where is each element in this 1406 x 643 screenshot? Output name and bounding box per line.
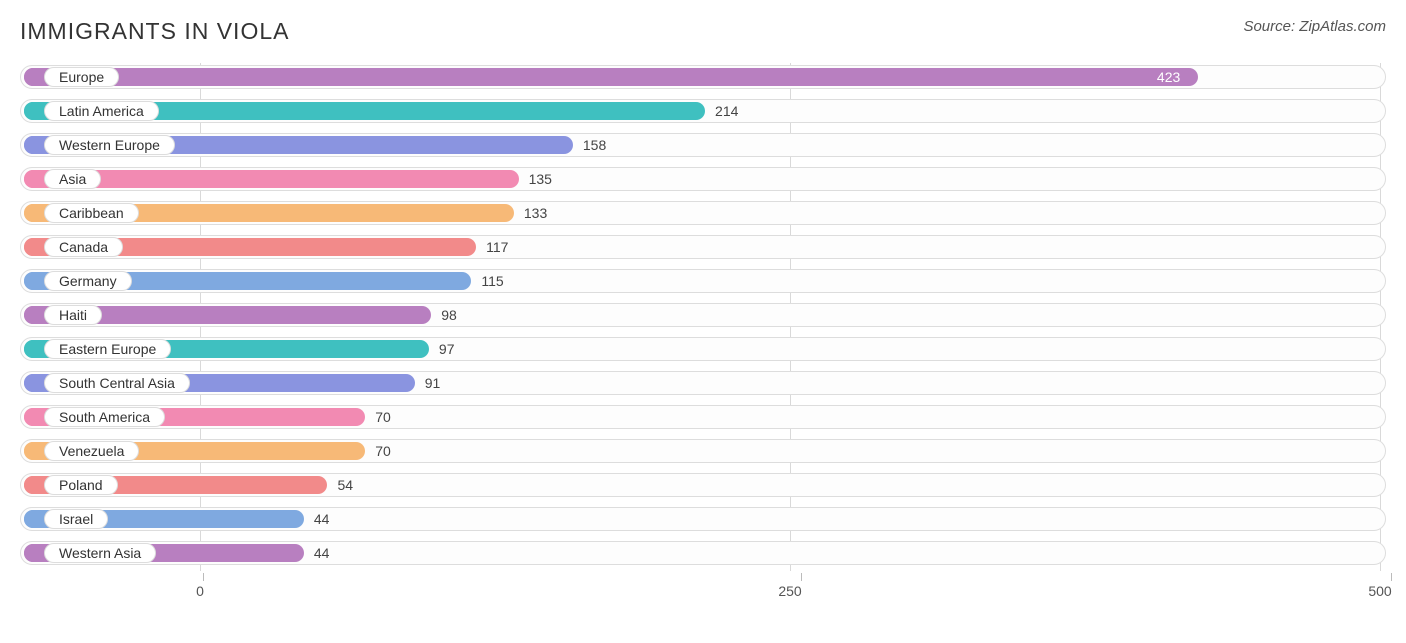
bar-value: 91 [415, 369, 441, 397]
category-label: Germany [44, 271, 132, 291]
bar-value: 54 [327, 471, 353, 499]
bar-value: 44 [304, 539, 330, 567]
bar-value: 70 [365, 403, 391, 431]
bar-value: 97 [429, 335, 455, 363]
source-attribution: Source: ZipAtlas.com [1243, 18, 1386, 35]
bar-cap [24, 340, 42, 358]
bar-value: 214 [705, 97, 738, 125]
chart-title: IMMIGRANTS IN VIOLA [20, 18, 289, 45]
category-label: Latin America [44, 101, 159, 121]
tick-mark [1391, 573, 1392, 581]
bar-row: Israel 44 [20, 505, 1386, 533]
category-label: Haiti [44, 305, 102, 325]
category-label: South America [44, 407, 165, 427]
bar-row: Germany 115 [20, 267, 1386, 295]
tick-mark [801, 573, 802, 581]
axis-tick: 500 [1380, 573, 1403, 599]
bar-value: 133 [514, 199, 547, 227]
bar-row: Latin America 214 [20, 97, 1386, 125]
category-label: Eastern Europe [44, 339, 171, 359]
bar-cap [24, 442, 42, 460]
bar-value: 423 [24, 63, 1194, 91]
bar-row: Caribbean 133 [20, 199, 1386, 227]
tick-label: 250 [778, 583, 801, 599]
bar-cap [24, 476, 42, 494]
category-label: South Central Asia [44, 373, 190, 393]
bar-row: Poland 54 [20, 471, 1386, 499]
bar-cap [24, 408, 42, 426]
bar-cap [24, 170, 42, 188]
x-axis: 0250500 [20, 573, 1386, 601]
bar-row: Asia 135 [20, 165, 1386, 193]
tick-mark [203, 573, 204, 581]
bar-cap [24, 238, 42, 256]
bar-row: Venezuela 70 [20, 437, 1386, 465]
category-label: Western Asia [44, 543, 156, 563]
bar-cap [24, 306, 42, 324]
bar-row: South Central Asia 91 [20, 369, 1386, 397]
bar-row: Canada 117 [20, 233, 1386, 261]
tick-label: 500 [1368, 583, 1391, 599]
bar-rows: Europe423 Latin America 214 Western Europe 1… [20, 63, 1386, 567]
bar-row: Western Asia 44 [20, 539, 1386, 567]
bar-cap [24, 544, 42, 562]
bar-row: Western Europe 158 [20, 131, 1386, 159]
category-label: Western Europe [44, 135, 175, 155]
category-label: Israel [44, 509, 108, 529]
category-label: Canada [44, 237, 123, 257]
bar-value: 70 [365, 437, 391, 465]
bar-cap [24, 510, 42, 528]
tick-label: 0 [196, 583, 204, 599]
bar-value: 115 [471, 267, 503, 295]
bar-value: 44 [304, 505, 330, 533]
bar-row: Europe423 [20, 63, 1386, 91]
bar-row: Eastern Europe 97 [20, 335, 1386, 363]
category-label: Asia [44, 169, 101, 189]
bar-value: 158 [573, 131, 606, 159]
chart-area: Europe423 Latin America 214 Western Europe 1… [20, 63, 1386, 603]
category-label: Venezuela [44, 441, 139, 461]
category-label: Poland [44, 475, 118, 495]
bar-cap [24, 204, 42, 222]
bar-cap [24, 102, 42, 120]
axis-tick: 0 [200, 573, 208, 599]
bar-cap [24, 136, 42, 154]
category-label: Caribbean [44, 203, 139, 223]
bar-row: South America 70 [20, 403, 1386, 431]
bar-row: Haiti 98 [20, 301, 1386, 329]
bar-value: 135 [519, 165, 552, 193]
bar-cap [24, 374, 42, 392]
bar-value: 117 [476, 233, 508, 261]
axis-tick: 250 [790, 573, 813, 599]
bar-cap [24, 272, 42, 290]
bar-value: 98 [431, 301, 457, 329]
